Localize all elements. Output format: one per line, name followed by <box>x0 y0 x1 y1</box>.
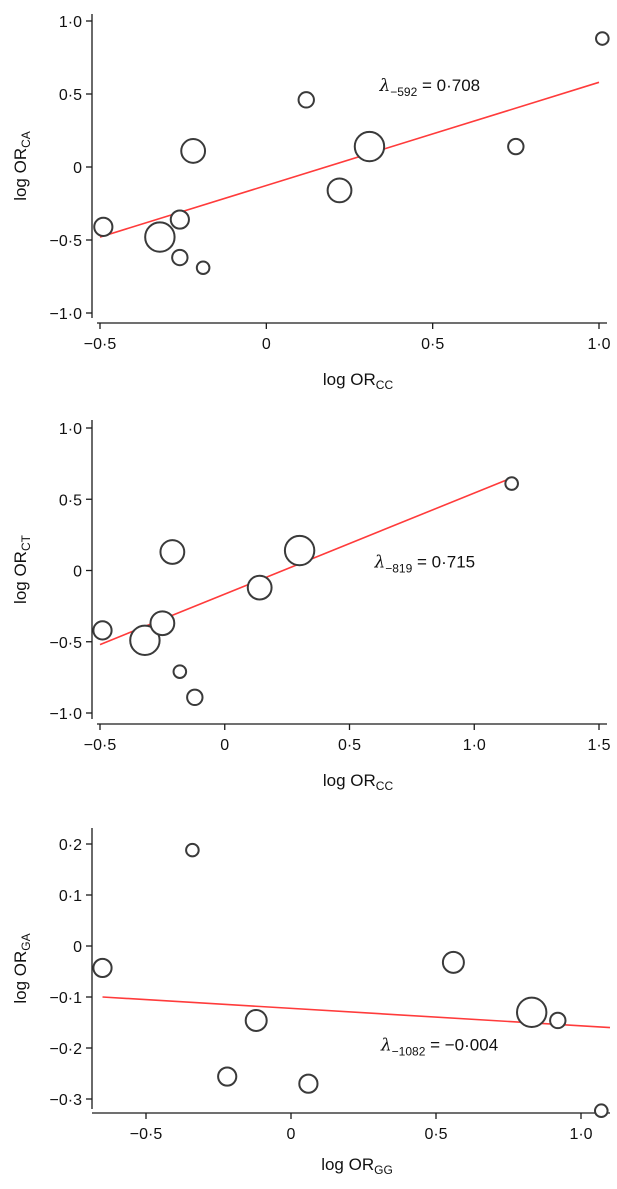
y-tick-label: 0 <box>73 160 82 177</box>
x-tick-label: 1·0 <box>587 336 610 353</box>
lambda-annotation: λ−1082 = −0·004 <box>380 1036 498 1059</box>
data-point <box>504 476 519 491</box>
data-point <box>92 620 113 641</box>
y-tick-label: 1·0 <box>59 14 82 31</box>
data-point <box>298 1073 319 1094</box>
data-point <box>507 137 525 156</box>
data-point <box>93 216 114 237</box>
x-tick-label: 1·0 <box>569 1126 592 1143</box>
data-point <box>144 221 176 253</box>
y-tick-label: −0·5 <box>50 635 83 652</box>
data-point <box>149 610 176 637</box>
data-point <box>594 1103 609 1119</box>
y-axis-label: log ORGA <box>11 933 33 1003</box>
data-point <box>92 957 113 979</box>
data-point <box>159 539 186 565</box>
y-tick-label: −1·0 <box>50 306 83 323</box>
data-point <box>186 688 204 707</box>
data-point <box>246 574 273 601</box>
data-point <box>172 664 188 679</box>
data-point <box>185 842 200 858</box>
data-point <box>353 130 386 163</box>
data-point <box>441 950 465 974</box>
data-point <box>283 534 316 567</box>
y-tick-label: 0·5 <box>59 87 82 104</box>
y-axis-label: log ORCA <box>11 131 33 201</box>
x-axis-label: log ORCC <box>323 771 394 793</box>
x-tick-label: −0·5 <box>130 1126 163 1143</box>
y-tick-label: −0·5 <box>50 233 83 250</box>
data-point <box>180 138 207 164</box>
y-axis-label: log ORCT <box>11 534 33 604</box>
y-tick-label: 1·0 <box>59 421 82 438</box>
data-point <box>595 31 610 46</box>
data-point <box>516 996 548 1028</box>
y-tick-label: −0·2 <box>50 1041 83 1058</box>
data-point <box>171 248 189 267</box>
x-axis-label: log ORGG <box>321 1155 393 1177</box>
x-axis-label: log ORCC <box>323 370 394 392</box>
x-tick-label: 0·5 <box>424 1126 447 1143</box>
x-tick-label: −0·5 <box>84 737 117 754</box>
x-tick-label: 0 <box>220 737 229 754</box>
lambda-annotation: λ−819 = 0·715 <box>373 553 475 576</box>
y-tick-label: 0 <box>73 939 82 956</box>
y-tick-label: −0·3 <box>50 1092 83 1109</box>
y-tick-label: −1·0 <box>50 706 83 723</box>
scatter-panel-ct-vs-cc: −0·5 0 0·5 1·0 1·5−1·0−0·500·51·0λ−819 = 0·7… <box>11 420 611 793</box>
data-point <box>244 1008 268 1032</box>
data-point <box>326 177 353 204</box>
scatter-panel-ca-vs-cc: −0·5 0 0·5 1·0−1·0−0·500·51·0λ−592 = 0·708l… <box>11 14 611 392</box>
y-tick-label: 0·2 <box>59 837 82 854</box>
y-tick-label: −0·1 <box>50 990 83 1007</box>
x-tick-label: 0 <box>287 1126 296 1143</box>
data-point <box>549 1011 567 1030</box>
data-point <box>217 1066 238 1087</box>
lambda-annotation: λ−592 = 0·708 <box>378 76 480 99</box>
x-tick-label: 0·5 <box>338 737 361 754</box>
data-point <box>129 624 161 657</box>
x-tick-label: −0·5 <box>84 336 117 353</box>
data-point <box>297 91 315 109</box>
y-tick-label: 0·5 <box>59 492 82 509</box>
y-tick-label: 0 <box>73 564 82 581</box>
y-tick-label: 0·1 <box>59 888 82 905</box>
data-point <box>169 209 190 230</box>
x-tick-label: 1·5 <box>587 737 610 754</box>
data-point <box>195 260 211 276</box>
x-tick-label: 1·0 <box>463 737 486 754</box>
x-tick-label: 0 <box>262 336 271 353</box>
x-tick-label: 0·5 <box>421 336 444 353</box>
scatter-panel-ga-vs-gg: −0·5 0 0·5 1·0 −0·3 −0·2 −0·1 0 0·1 0·2 λ−1082 = −… <box>11 828 611 1177</box>
